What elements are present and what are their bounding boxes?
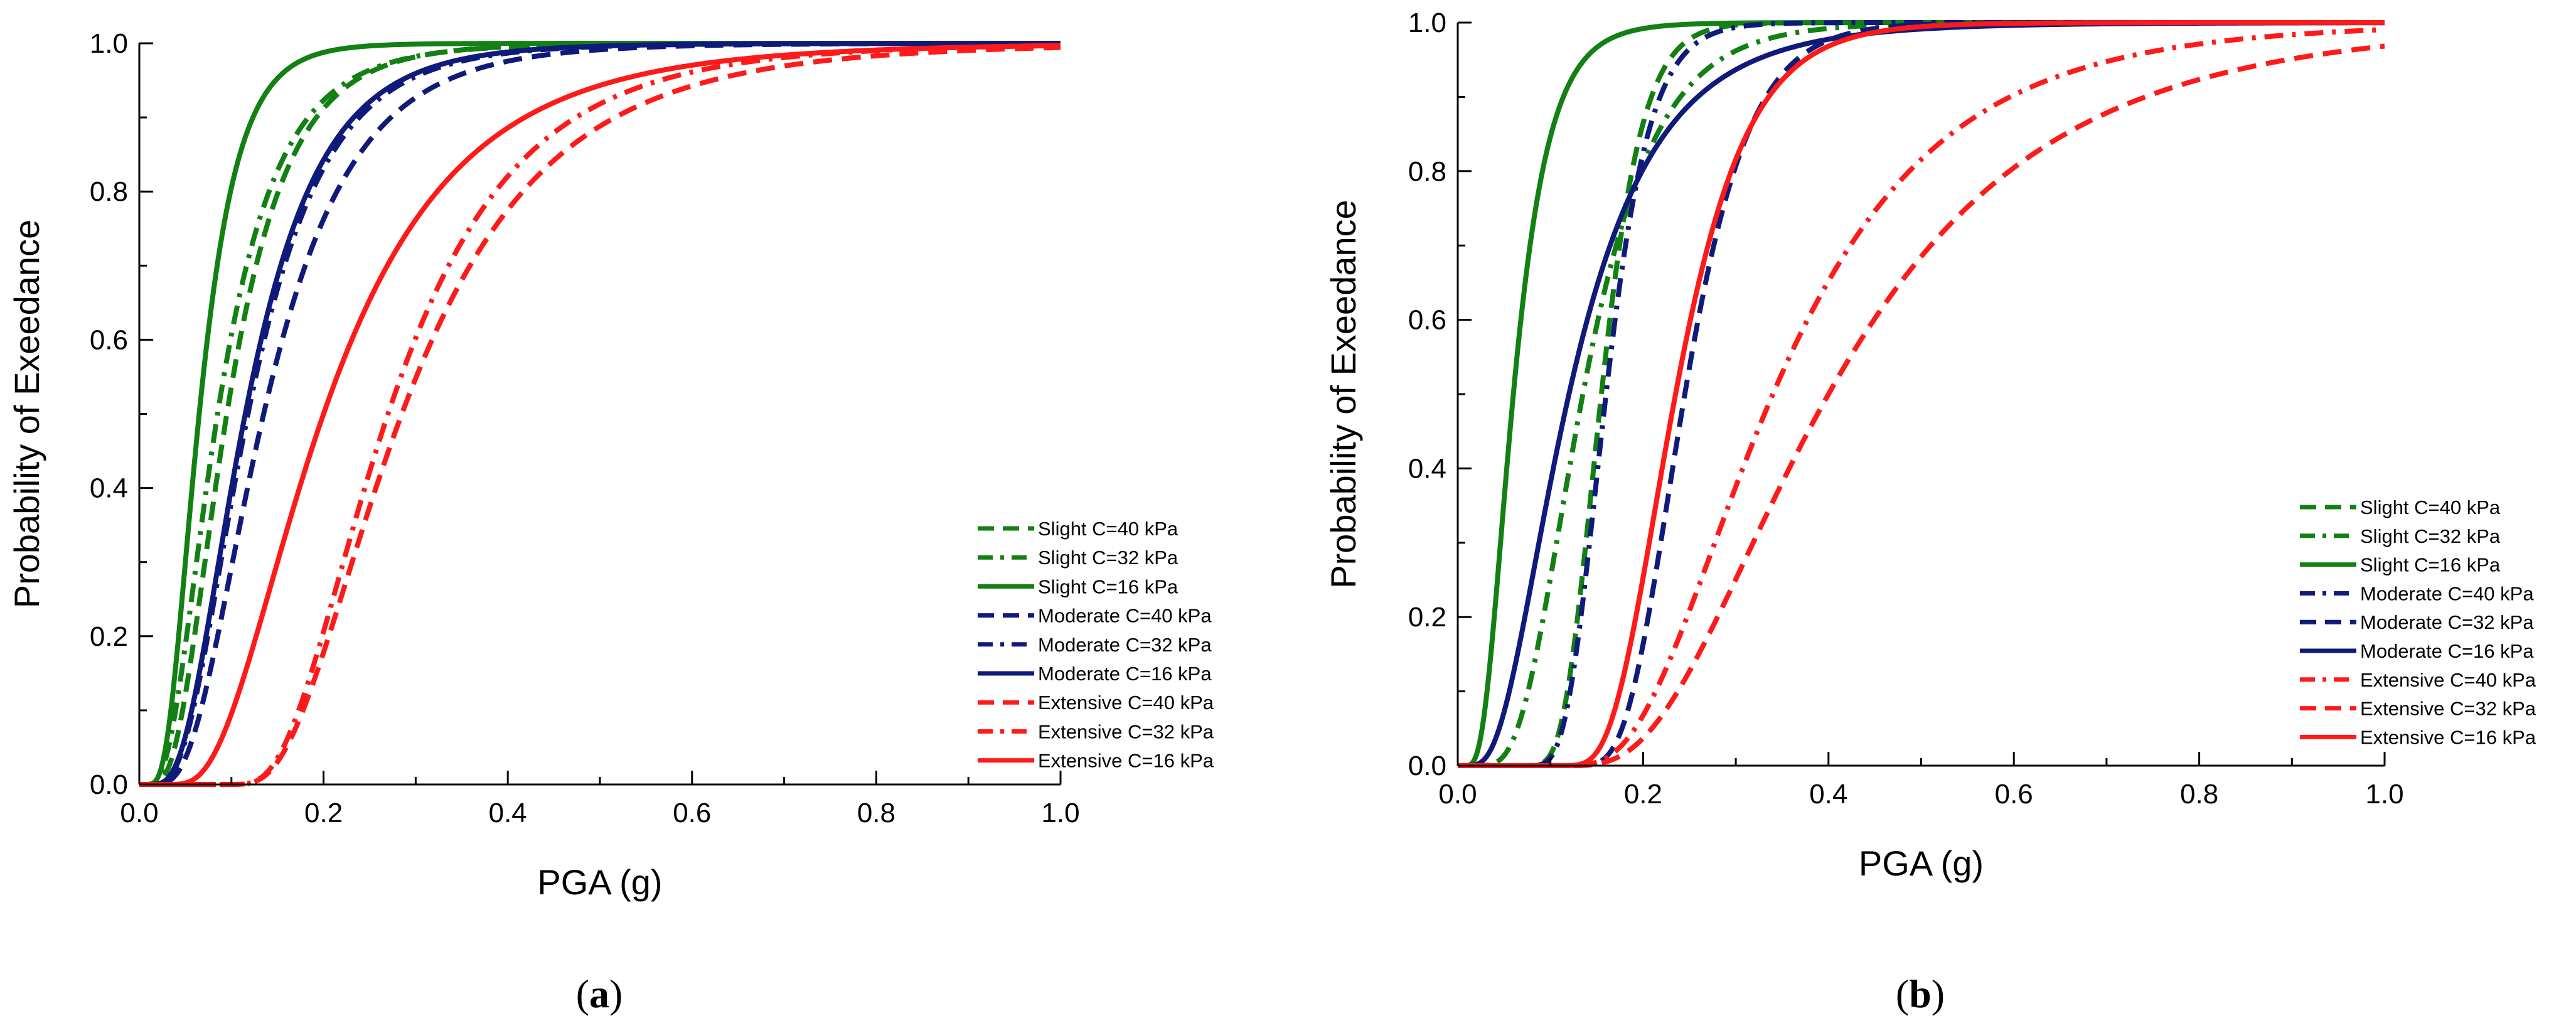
legend-entry: Moderate C=40 kPa bbox=[1038, 605, 1212, 627]
legend-entry: Extensive C=16 kPa bbox=[1038, 750, 1214, 772]
chart-panel-b: 0.0 0.2 0.4 0.6 0.8 1.0 0.0 0.2 0.4 0.6 0.8 1.0 PGA … bbox=[1323, 8, 2536, 1016]
series-line bbox=[138, 41, 1062, 787]
series-line bbox=[1456, 20, 2386, 768]
series-line bbox=[138, 41, 1062, 787]
series-line bbox=[1456, 43, 2386, 768]
x-tick-label: 0.2 bbox=[1624, 779, 1662, 810]
legend: Slight C=40 kPa Slight C=32 kPa Slight C=1… bbox=[2300, 496, 2536, 748]
legend-entry: Extensive C=32 kPa bbox=[1038, 720, 1214, 742]
y-tick-label: 0.4 bbox=[90, 473, 128, 504]
series-group bbox=[138, 41, 1062, 787]
y-tick-label: 0.6 bbox=[90, 324, 128, 355]
y-tick-label: 0.4 bbox=[1408, 453, 1446, 484]
series-line bbox=[138, 41, 1062, 787]
legend-entry: Slight C=32 kPa bbox=[2360, 525, 2501, 547]
y-tick-label: 1.0 bbox=[90, 28, 128, 59]
series-line bbox=[138, 41, 1062, 787]
x-tick-label: 0.0 bbox=[1438, 779, 1477, 810]
series-line bbox=[138, 45, 1062, 787]
legend-entry: Moderate C=40 kPa bbox=[2360, 582, 2534, 604]
y-tick-label: 0.0 bbox=[90, 769, 128, 800]
series-line bbox=[1456, 20, 2386, 768]
chart-panel-a: 0.0 0.2 0.4 0.6 0.8 1.0 0.0 0.2 0.4 0.6 0.8 1.0 PGA … bbox=[7, 28, 1214, 1016]
y-tick-label: 0.2 bbox=[1408, 602, 1446, 633]
x-tick-label: 0.4 bbox=[489, 798, 527, 828]
panel-label: (a) bbox=[576, 971, 623, 1016]
y-tick-label: 0.0 bbox=[1408, 751, 1446, 781]
x-tick-label: 0.2 bbox=[304, 798, 343, 828]
x-tick-label: 1.0 bbox=[2365, 779, 2403, 810]
legend-entry: Moderate C=16 kPa bbox=[2360, 640, 2534, 662]
x-tick-label: 0.8 bbox=[857, 798, 895, 828]
series-line bbox=[138, 43, 1062, 787]
series-line bbox=[138, 41, 1062, 787]
y-axis-title: Probability of Exeedance bbox=[7, 220, 46, 609]
legend-entry: Moderate C=32 kPa bbox=[1038, 634, 1212, 656]
series-line bbox=[1456, 20, 2386, 768]
y-axis-title: Probability of Exeedance bbox=[1323, 200, 1363, 589]
panel-label: (b) bbox=[1896, 971, 1945, 1016]
legend: Slight C=40 kPa Slight C=32 kPa Slight C=1… bbox=[978, 518, 1214, 772]
series-group bbox=[1456, 20, 2386, 768]
legend-entry: Slight C=32 kPa bbox=[1038, 547, 1178, 569]
y-tick-label: 0.8 bbox=[1408, 156, 1446, 187]
legend-entry: Extensive C=40 kPa bbox=[1038, 692, 1214, 714]
y-tick-label: 1.0 bbox=[1408, 8, 1446, 38]
series-line bbox=[1456, 20, 2386, 768]
legend-entry: Moderate C=16 kPa bbox=[1038, 663, 1212, 685]
series-line bbox=[1456, 20, 2386, 768]
legend-entry: Slight C=16 kPa bbox=[1038, 575, 1178, 597]
y-tick-label: 0.2 bbox=[90, 621, 128, 652]
legend-entry: Extensive C=32 kPa bbox=[2360, 698, 2536, 720]
legend-entry: Moderate C=32 kPa bbox=[2360, 611, 2534, 633]
x-tick-label: 0.8 bbox=[2180, 779, 2218, 810]
legend-entry: Slight C=40 kPa bbox=[1038, 518, 1178, 540]
x-tick-label: 0.6 bbox=[1995, 779, 2033, 810]
legend-entry: Slight C=16 kPa bbox=[2360, 554, 2501, 576]
x-tick-label: 0.6 bbox=[673, 798, 711, 828]
series-line bbox=[138, 41, 1062, 787]
series-line bbox=[1456, 20, 2386, 768]
x-axis-title: PGA (g) bbox=[537, 862, 662, 902]
y-tick-label: 0.8 bbox=[90, 176, 128, 207]
legend-entry: Extensive C=40 kPa bbox=[2360, 669, 2536, 691]
series-line bbox=[1456, 20, 2386, 768]
x-axis-title: PGA (g) bbox=[1859, 843, 1984, 883]
x-tick-label: 0.0 bbox=[120, 798, 158, 828]
x-tick-label: 1.0 bbox=[1041, 798, 1079, 828]
legend-entry: Slight C=40 kPa bbox=[2360, 496, 2501, 518]
series-line bbox=[1456, 27, 2386, 768]
legend-entry: Extensive C=16 kPa bbox=[2360, 726, 2536, 748]
series-line bbox=[138, 43, 1062, 787]
x-tick-label: 0.4 bbox=[1809, 779, 1847, 810]
y-tick-label: 0.6 bbox=[1408, 305, 1446, 336]
